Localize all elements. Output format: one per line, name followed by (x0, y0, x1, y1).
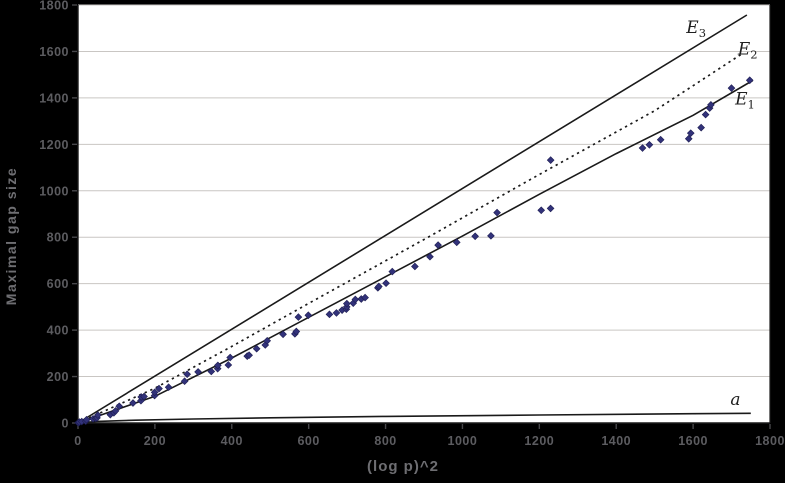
data-point (701, 110, 710, 119)
data-point (452, 238, 461, 247)
y-tick-label: 1000 (39, 184, 69, 198)
data-point (194, 368, 202, 376)
data-point (332, 309, 341, 317)
data-point (487, 232, 495, 240)
y-tick-label: 1600 (39, 45, 69, 59)
data-point (180, 377, 189, 386)
data-point (140, 392, 148, 401)
data-point (129, 399, 137, 407)
y-tick-label: 1400 (39, 91, 69, 105)
data-point (546, 156, 555, 164)
line-label-E2: E2 (737, 40, 758, 62)
data-point (375, 282, 383, 291)
data-point (155, 384, 163, 393)
data-point (707, 101, 715, 109)
y-tick-label: 1800 (39, 0, 69, 13)
y-tick-label: 1200 (39, 138, 69, 152)
data-point (224, 361, 233, 369)
x-tick-label: 1200 (524, 434, 554, 448)
data-point (697, 123, 705, 132)
x-tick-label: 0 (74, 434, 81, 448)
data-point (361, 293, 369, 302)
x-tick-label: 1800 (755, 434, 785, 448)
line-label-E3: E3 (685, 18, 706, 40)
line-label-E1: E1 (734, 90, 755, 112)
y-axis-title: Maximal gap size (3, 166, 19, 306)
data-point (727, 84, 736, 92)
data-point (426, 252, 434, 261)
data-point (471, 232, 479, 241)
data-point (304, 311, 313, 320)
data-point (292, 327, 301, 336)
y-tick-label: 400 (47, 324, 69, 338)
data-point (213, 361, 222, 370)
data-point (94, 411, 102, 419)
y-tick-label: 800 (47, 231, 69, 245)
x-tick-label: 800 (374, 434, 396, 448)
data-point (686, 129, 695, 138)
data-point (745, 76, 754, 85)
data-point (226, 353, 234, 362)
data-point (638, 144, 647, 152)
data-point (82, 415, 91, 424)
data-point (537, 206, 546, 215)
data-point (434, 241, 442, 249)
data-point (645, 140, 654, 149)
line-a (77, 412, 751, 424)
data-point (388, 267, 397, 276)
data-point (279, 330, 287, 339)
data-point (263, 336, 272, 345)
x-tick-label: 1400 (601, 434, 631, 448)
y-tick-label: 200 (47, 370, 69, 384)
data-point (252, 344, 261, 353)
data-point (111, 407, 120, 415)
data-point (656, 135, 665, 144)
x-tick-label: 600 (297, 434, 319, 448)
x-tick-label: 200 (144, 434, 166, 448)
x-tick-label: 400 (221, 434, 243, 448)
y-tick-label: 600 (47, 277, 69, 291)
data-point (342, 299, 351, 308)
data-point (207, 367, 216, 376)
x-tick-label: 1000 (448, 434, 478, 448)
line-E3 (77, 14, 748, 424)
data-point (245, 351, 253, 360)
y-tick-label: 0 (62, 417, 69, 431)
data-point (546, 204, 555, 213)
data-point (411, 262, 419, 271)
data-point (137, 396, 145, 405)
data-point (150, 388, 159, 397)
x-axis-title: (log p)^2 (367, 458, 439, 475)
data-point (325, 310, 334, 319)
line-label-a: a (730, 390, 740, 410)
data-point (183, 370, 192, 379)
line-E1 (77, 79, 754, 424)
data-point (684, 134, 693, 143)
data-point (164, 383, 173, 392)
data-point (382, 279, 390, 288)
data-point (351, 295, 360, 304)
x-tick-label: 1600 (678, 434, 708, 448)
line-E2 (77, 52, 744, 424)
data-point (115, 402, 124, 411)
data-point (493, 208, 501, 217)
data-point (294, 313, 303, 321)
